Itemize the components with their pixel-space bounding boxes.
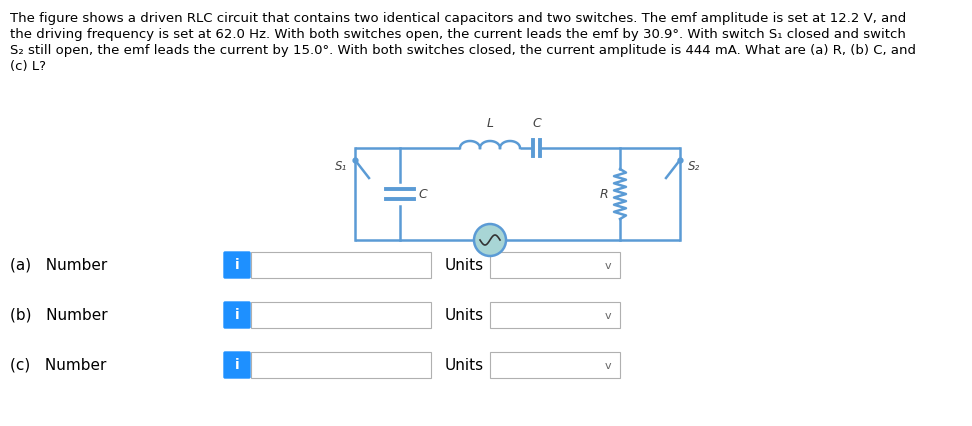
Text: L: L	[487, 117, 494, 130]
Text: S₂: S₂	[688, 159, 700, 173]
Text: (a)   Number: (a) Number	[10, 257, 107, 273]
Text: i: i	[234, 308, 239, 322]
Text: i: i	[234, 258, 239, 272]
Text: Units: Units	[445, 257, 484, 273]
Text: v: v	[605, 311, 611, 321]
Text: Units: Units	[445, 357, 484, 372]
Text: (c) L?: (c) L?	[10, 60, 46, 73]
Bar	[490, 252, 620, 278]
Bar	[251, 252, 431, 278]
Text: (b)   Number: (b) Number	[10, 308, 108, 322]
Circle shape	[474, 224, 506, 256]
Text: The figure shows a driven RLC circuit that contains two identical capacitors and: The figure shows a driven RLC circuit th…	[10, 12, 906, 25]
FancyBboxPatch shape	[224, 252, 250, 278]
Bar	[251, 352, 431, 378]
Text: S₁: S₁	[334, 159, 347, 173]
Bar	[490, 352, 620, 378]
Text: i: i	[234, 358, 239, 372]
Text: C: C	[418, 187, 427, 201]
Bar	[490, 302, 620, 328]
Text: Units: Units	[445, 308, 484, 322]
FancyBboxPatch shape	[224, 352, 250, 378]
Text: the driving frequency is set at 62.0 Hz. With both switches open, the current le: the driving frequency is set at 62.0 Hz.…	[10, 28, 906, 41]
Text: v: v	[605, 361, 611, 371]
Text: C: C	[532, 117, 540, 130]
Text: (c)   Number: (c) Number	[10, 357, 106, 372]
FancyBboxPatch shape	[224, 302, 250, 328]
Text: S₂ still open, the emf leads the current by 15.0°. With both switches closed, th: S₂ still open, the emf leads the current…	[10, 44, 916, 57]
Text: v: v	[605, 261, 611, 271]
Text: R: R	[600, 187, 608, 201]
Bar	[251, 302, 431, 328]
